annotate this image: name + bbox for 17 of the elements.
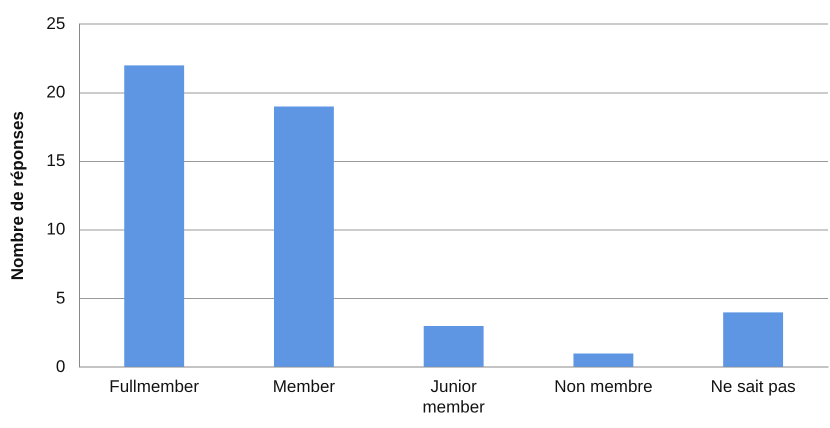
x-tick-label: Junior member (422, 377, 486, 416)
y-tick-label: 25 (46, 14, 66, 33)
y-axis-title: Nombre de réponses (8, 111, 27, 280)
x-tick-label: Fullmember (109, 377, 200, 396)
x-tick-label: Ne sait pas (710, 377, 796, 396)
y-tick-label: 15 (46, 151, 66, 170)
bar (723, 312, 784, 367)
y-tick-label: 20 (46, 82, 66, 102)
y-tick-label: 10 (46, 220, 66, 239)
x-tick-label: Non membre (554, 377, 653, 396)
x-tick-label: Member (272, 377, 336, 396)
bar (424, 326, 484, 367)
bar (573, 353, 634, 367)
bar (274, 106, 334, 367)
bar (124, 65, 184, 367)
y-tick-label: 0 (56, 356, 66, 376)
y-tick-label: 5 (56, 288, 66, 308)
